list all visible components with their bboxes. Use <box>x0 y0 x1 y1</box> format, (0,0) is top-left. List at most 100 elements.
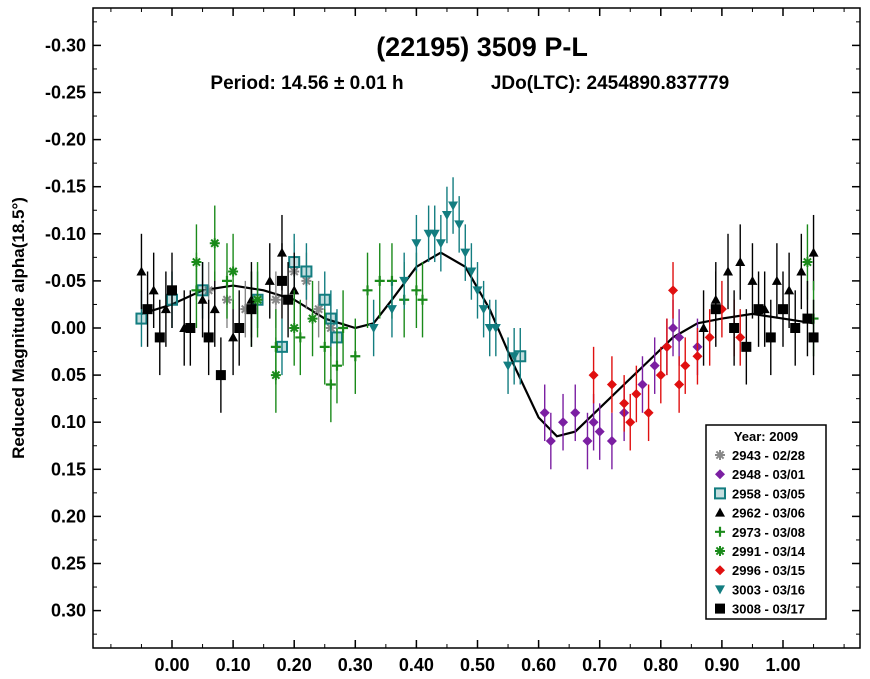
data-point <box>136 266 147 276</box>
data-point <box>221 275 232 286</box>
data-point <box>606 379 617 390</box>
data-point <box>790 323 801 333</box>
data-point <box>570 407 581 418</box>
data-point <box>300 265 313 278</box>
series-5 <box>191 205 813 413</box>
data-point <box>735 257 746 267</box>
data-point <box>668 323 679 333</box>
data-point <box>441 210 452 220</box>
period-label: Period: 14.56 ± 0.01 h <box>210 73 403 94</box>
y-tick-label: -0.05 <box>45 271 86 291</box>
data-point <box>228 266 239 277</box>
legend-marker <box>714 487 726 500</box>
data-point <box>289 285 300 295</box>
data-point <box>680 360 691 371</box>
y-tick-label: -0.30 <box>45 35 86 55</box>
data-point <box>160 304 171 314</box>
data-point <box>594 426 605 437</box>
data-point <box>674 379 685 390</box>
series-7 <box>368 177 520 394</box>
data-point <box>264 275 275 285</box>
y-tick-label: -0.15 <box>45 177 86 197</box>
legend-label: 2958 - 03/05 <box>732 486 805 501</box>
legend-title: Year: 2009 <box>734 429 798 444</box>
legend-marker <box>715 450 725 460</box>
y-axis-label: Reduced Magnitude alpha(18.5°) <box>9 197 28 459</box>
data-point <box>735 332 746 343</box>
data-point <box>539 407 550 418</box>
legend-label: 2973 - 03/08 <box>732 525 805 540</box>
data-point <box>313 304 324 315</box>
data-point <box>454 220 465 230</box>
data-point <box>723 266 734 276</box>
data-point <box>778 304 788 315</box>
data-point <box>784 285 795 295</box>
y-tick-label: -0.20 <box>45 130 86 150</box>
x-tick-label: 0.20 <box>277 655 312 675</box>
data-point <box>582 436 593 447</box>
data-point <box>741 341 752 352</box>
data-point <box>325 379 336 390</box>
data-point <box>460 248 471 258</box>
data-point <box>674 332 685 343</box>
data-point <box>270 370 281 381</box>
data-point <box>319 341 330 352</box>
data-point <box>649 360 660 371</box>
legend-box <box>705 424 827 620</box>
data-point <box>234 323 245 333</box>
data-point <box>509 352 520 362</box>
data-point <box>710 304 721 315</box>
y-tick-label: 0.05 <box>51 365 86 385</box>
x-tick-label: 1.00 <box>765 655 800 675</box>
data-point <box>240 304 251 315</box>
data-point <box>295 332 306 343</box>
y-tick-label: -0.25 <box>45 83 86 103</box>
y-tick-label: 0.20 <box>51 506 86 526</box>
data-point <box>362 285 373 296</box>
data-point <box>655 370 666 381</box>
legend-label: 2991 - 03/14 <box>732 544 806 559</box>
data-point <box>625 417 636 428</box>
x-tick-label: 0.60 <box>521 655 556 675</box>
data-point <box>606 436 617 447</box>
data-point <box>490 324 501 333</box>
y-tick-label: 0.10 <box>51 412 86 432</box>
data-point <box>197 294 208 304</box>
data-point <box>185 323 196 333</box>
data-point <box>466 267 477 277</box>
legend: Year: 2009 2943 - 02/28 2948 - 03/01 2958 … <box>705 424 827 620</box>
data-point <box>270 294 281 305</box>
data-point <box>283 294 294 305</box>
data-point <box>808 332 819 343</box>
chart-title: (22195) 3509 P-L <box>376 32 588 62</box>
data-point <box>411 239 422 249</box>
data-point <box>209 304 220 314</box>
legend-label: 2962 - 03/06 <box>732 506 805 521</box>
data-point <box>411 285 422 296</box>
data-point <box>558 417 569 428</box>
data-point <box>808 247 819 257</box>
x-tick-label: 0.70 <box>582 655 617 675</box>
data-point <box>747 275 758 285</box>
data-point <box>588 370 599 381</box>
data-point <box>503 361 514 371</box>
data-point <box>619 398 630 409</box>
data-point <box>588 417 599 428</box>
legend-marker <box>715 469 725 480</box>
x-tick-label: 0.40 <box>399 655 434 675</box>
data-point <box>472 286 483 296</box>
x-tick-label: 0.80 <box>643 655 678 675</box>
data-point <box>167 285 177 296</box>
data-point <box>478 305 489 315</box>
data-point <box>350 351 361 362</box>
data-point <box>668 285 679 296</box>
legend-label: 3003 - 03/16 <box>732 582 805 597</box>
data-point <box>435 239 446 249</box>
data-point <box>191 257 202 268</box>
series-6 <box>588 262 746 451</box>
data-point <box>802 257 813 268</box>
data-point <box>148 285 159 295</box>
y-tick-label: 0.25 <box>51 554 86 574</box>
legend-label: 3008 - 03/17 <box>732 602 805 617</box>
